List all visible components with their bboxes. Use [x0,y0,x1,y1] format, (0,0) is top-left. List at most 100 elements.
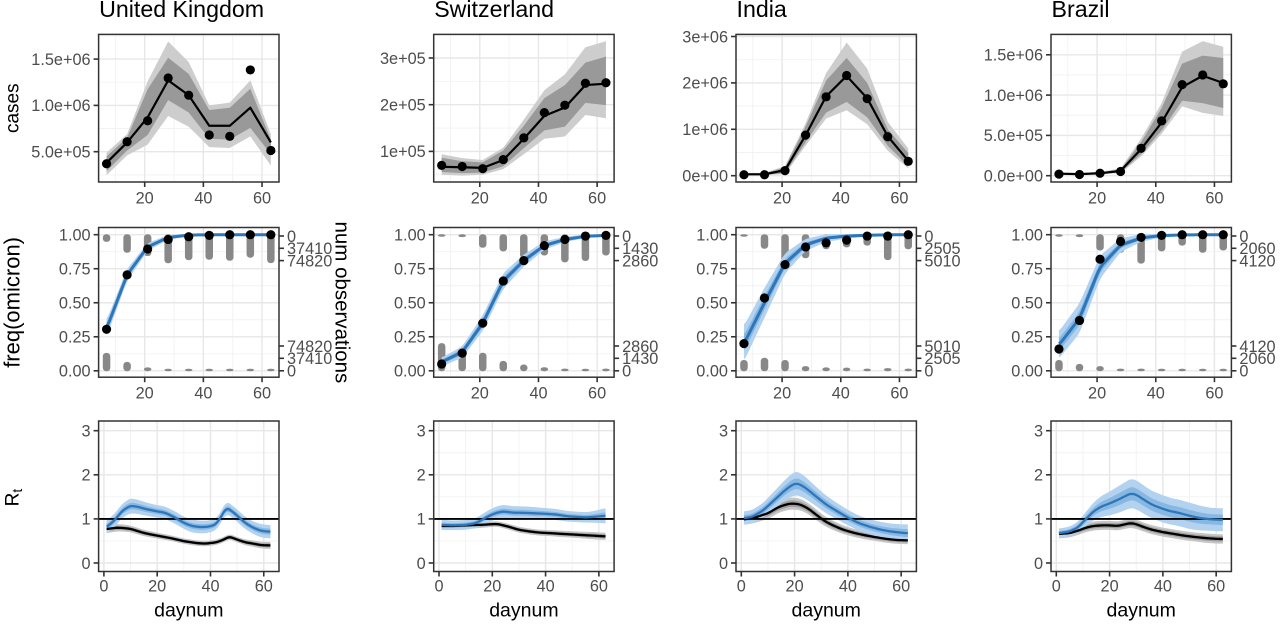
svg-text:5.0e+05: 5.0e+05 [984,127,1043,145]
svg-text:1430: 1430 [622,240,658,258]
svg-text:60: 60 [255,577,273,595]
svg-text:3: 3 [417,423,426,441]
svg-text:40: 40 [839,577,857,595]
svg-text:1.5e+06: 1.5e+06 [984,47,1043,65]
svg-text:60: 60 [1207,577,1225,595]
svg-text:20: 20 [773,384,791,402]
svg-text:India: India [737,0,787,22]
svg-text:daynum: daynum [154,600,223,622]
svg-text:60: 60 [253,190,271,208]
svg-text:1: 1 [719,511,728,529]
svg-text:0: 0 [719,555,728,573]
svg-text:0.50: 0.50 [696,295,728,313]
svg-text:60: 60 [253,384,271,402]
svg-text:40: 40 [194,190,212,208]
svg-text:2060: 2060 [1239,350,1275,368]
svg-text:1e+06: 1e+06 [682,121,728,139]
svg-text:20: 20 [471,190,489,208]
svg-text:20: 20 [1088,190,1106,208]
svg-text:0.25: 0.25 [394,329,426,347]
svg-text:1.00: 1.00 [394,227,426,245]
svg-text:3e+05: 3e+05 [380,50,426,68]
svg-text:1.00: 1.00 [1011,227,1043,245]
svg-text:2060: 2060 [1239,240,1275,258]
svg-text:3: 3 [719,423,728,441]
svg-text:40: 40 [537,577,555,595]
svg-text:20: 20 [786,577,804,595]
svg-text:5010: 5010 [924,252,960,270]
svg-text:0.75: 0.75 [394,261,426,279]
svg-text:1: 1 [82,511,91,529]
svg-text:4120: 4120 [1239,252,1275,270]
svg-text:20: 20 [148,577,166,595]
svg-text:2e+06: 2e+06 [682,75,728,93]
svg-text:0: 0 [1239,228,1248,246]
svg-text:0: 0 [99,577,108,595]
svg-text:1.5e+06: 1.5e+06 [31,51,90,69]
svg-text:Rt: Rt [3,489,26,507]
svg-text:74820: 74820 [287,338,332,356]
svg-text:0: 0 [737,577,746,595]
svg-text:4120: 4120 [1239,338,1275,356]
svg-text:daynum: daynum [1107,600,1176,622]
svg-text:0.25: 0.25 [696,329,728,347]
svg-text:num observations: num observations [331,221,354,383]
svg-text:United Kingdom: United Kingdom [99,0,264,22]
svg-text:40: 40 [832,384,850,402]
svg-text:0.50: 0.50 [394,295,426,313]
svg-text:60: 60 [590,577,608,595]
svg-text:60: 60 [890,190,908,208]
svg-text:60: 60 [588,190,606,208]
svg-text:0: 0 [82,555,91,573]
svg-text:0: 0 [924,363,933,381]
svg-text:20: 20 [136,384,154,402]
svg-text:0e+00: 0e+00 [682,168,728,186]
svg-text:0.75: 0.75 [1011,261,1043,279]
svg-text:20: 20 [471,384,489,402]
svg-text:cases: cases [3,83,24,133]
svg-text:0: 0 [924,228,933,246]
svg-text:freq(omicron): freq(omicron) [0,237,25,368]
svg-text:1.0e+06: 1.0e+06 [984,87,1043,105]
svg-text:2: 2 [719,467,728,485]
svg-text:3: 3 [1034,423,1043,441]
svg-text:0.00: 0.00 [394,363,426,381]
svg-text:0.00: 0.00 [1011,363,1043,381]
svg-text:1.0e+06: 1.0e+06 [31,97,90,115]
svg-text:0: 0 [287,363,296,381]
svg-text:20: 20 [483,577,501,595]
svg-text:daynum: daynum [489,600,558,622]
svg-text:40: 40 [832,190,850,208]
svg-text:40: 40 [194,384,212,402]
svg-text:0: 0 [622,363,631,381]
svg-text:3e+06: 3e+06 [682,28,728,46]
svg-text:60: 60 [1205,384,1223,402]
svg-text:0.00: 0.00 [696,363,728,381]
svg-text:40: 40 [1154,577,1172,595]
svg-text:5.0e+05: 5.0e+05 [31,144,90,162]
svg-text:37410: 37410 [287,350,332,368]
svg-text:0.25: 0.25 [1011,329,1043,347]
svg-text:0.75: 0.75 [696,261,728,279]
svg-text:0: 0 [287,228,296,246]
svg-text:20: 20 [1088,384,1106,402]
svg-text:0: 0 [1239,363,1248,381]
svg-text:20: 20 [773,190,791,208]
svg-text:2505: 2505 [924,240,960,258]
svg-text:Brazil: Brazil [1052,0,1110,22]
svg-text:60: 60 [1205,190,1223,208]
svg-text:0: 0 [1052,577,1061,595]
svg-text:2860: 2860 [622,338,658,356]
svg-text:2: 2 [1034,467,1043,485]
svg-text:40: 40 [529,384,547,402]
svg-text:0.50: 0.50 [59,295,91,313]
svg-text:60: 60 [890,384,908,402]
svg-text:40: 40 [1147,190,1165,208]
svg-text:20: 20 [1101,577,1119,595]
svg-text:Switzerland: Switzerland [434,0,554,22]
svg-text:40: 40 [529,190,547,208]
svg-text:0: 0 [622,228,631,246]
svg-text:1.00: 1.00 [696,227,728,245]
svg-text:0: 0 [1034,555,1043,573]
svg-text:1: 1 [1034,511,1043,529]
